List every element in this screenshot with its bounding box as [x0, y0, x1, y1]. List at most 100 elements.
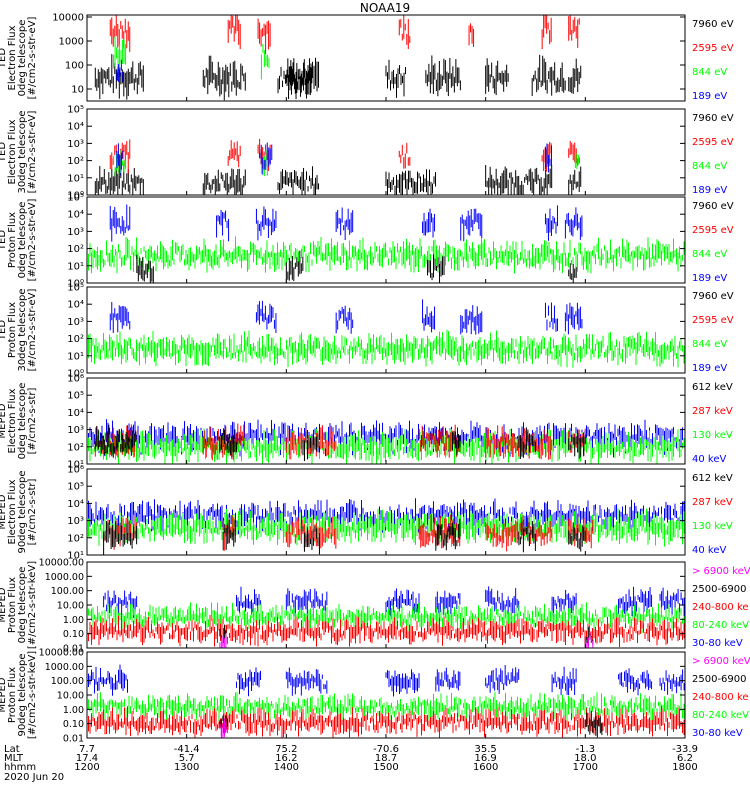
legend-entry: 7960 eV: [692, 201, 734, 212]
footer-value: 1700: [573, 762, 598, 773]
y-tick-label: 0.10: [63, 719, 84, 730]
y-axis-label-line: Proton Flux: [7, 667, 18, 723]
series-black: [94, 163, 582, 195]
legend-entry: 844 eV: [692, 339, 727, 350]
burst-black-3: [285, 58, 313, 96]
burst-blue-6: [564, 302, 583, 335]
y-tick-label: 10⁵: [67, 482, 84, 493]
y-axis-label: TEDElectron Flux0deg telescope[#/cm2-s-s…: [0, 17, 38, 100]
burst-red-3: [398, 15, 411, 50]
burst-black-0: [103, 521, 138, 555]
footer-value: -70.6: [373, 744, 399, 755]
burst-blue-4: [460, 305, 483, 335]
y-axis-label-line: TED: [0, 230, 8, 251]
y-tick-label: 1000: [59, 37, 84, 48]
burst-black-2: [302, 431, 320, 462]
burst-black-4: [518, 427, 536, 459]
y-tick-label: 10⁵: [67, 193, 84, 204]
y-tick-label: 10¹: [67, 351, 84, 362]
y-axis-label-line: Electron Flux: [7, 388, 18, 453]
series-black: [103, 517, 586, 555]
burst-green-0: [87, 602, 685, 635]
burst-blue-3: [385, 669, 420, 697]
burst-blue-6: [544, 205, 558, 241]
burst-red-4: [468, 23, 475, 48]
burst-black-0: [136, 254, 154, 283]
y-tick-label: 1000.00: [45, 572, 84, 583]
footer-value: 1500: [373, 762, 398, 773]
y-axis-label-line: Electron Flux: [7, 479, 18, 544]
panel-data: [94, 138, 582, 195]
footer-value: 35.5: [475, 744, 497, 755]
footer-value: 16.2: [275, 753, 297, 764]
series-red: [87, 706, 685, 738]
burst-red-2: [285, 516, 337, 549]
footer-value: 1200: [74, 762, 99, 773]
panel-frame: [86, 286, 686, 374]
legend-entry: 80-240 keV: [692, 710, 749, 721]
y-axis-label-line: MEPED: [0, 494, 8, 529]
legend-entry: 2595 eV: [692, 43, 734, 54]
y-tick-label: 10³: [67, 317, 84, 328]
burst-blue-2: [255, 206, 277, 241]
burst-blue-2: [335, 305, 354, 334]
footer-value: 5.7: [179, 753, 195, 764]
series-green: [87, 236, 685, 274]
legend-entry: > 6900 keV: [692, 656, 750, 667]
burst-green-0: [113, 36, 127, 73]
burst-blue-4: [422, 208, 436, 238]
series-red: [87, 615, 685, 647]
panel-ted-proton-30deg: 10⁰ 10¹ 10² 10³ 10⁴ 10⁵ TEDProton Flux30deg te…: [0, 283, 734, 380]
panel-frame: [86, 196, 686, 284]
y-tick-label: 10⁶: [67, 374, 84, 385]
legend-entry: 612 keV: [692, 473, 733, 484]
series-green: [87, 427, 685, 464]
series-green: [113, 36, 270, 80]
panel-meped-electron-0deg: 10¹ 10² 10³ 10⁴ 10⁵ 10⁶ MEPEDElectron Flux0deg…: [0, 374, 733, 471]
legend-entry: 287 keV: [692, 406, 733, 417]
burst-black-1: [222, 519, 236, 551]
y-axis-label: TEDProton Flux0deg telescope[#/cm2-s-str…: [0, 199, 38, 282]
burst-black-2: [277, 57, 320, 100]
y-axis-label: MEPEDElectron Flux90deg telescope[#/cm2-…: [0, 470, 38, 553]
panel-data: [87, 419, 685, 464]
burst-black-8: [568, 58, 582, 94]
series-green: [87, 602, 685, 635]
y-axis-label-line: MEPED: [0, 677, 8, 712]
burst-red-0: [87, 615, 685, 647]
legend-entry: 189 eV: [692, 363, 727, 374]
legend-entry: 189 eV: [692, 185, 727, 196]
legend-entry: 2500-6900: [692, 584, 747, 595]
y-tick-label: 1.00: [63, 615, 84, 626]
y-tick-label: 10000.00: [39, 648, 84, 659]
y-tick-label: 10⁴: [67, 408, 84, 419]
legend-entry: 30-80 keV: [692, 638, 743, 649]
y-tick-label: 0.10: [63, 629, 84, 640]
burst-blue-0: [109, 302, 131, 333]
burst-black-6: [485, 58, 509, 96]
burst-blue-8: [659, 669, 685, 695]
burst-blue-0: [87, 664, 128, 696]
legend-entry: 2500-6900: [692, 674, 747, 685]
y-tick-label: 10.00: [57, 601, 84, 612]
burst-black-0: [94, 424, 137, 458]
series-magenta: [219, 718, 228, 738]
y-axis-label: MEPEDProton Flux0deg telescope[#/cm2-s-s…: [0, 561, 38, 649]
burst-black-5: [425, 55, 461, 97]
burst-blue-5: [544, 302, 558, 332]
burst-green-0: [87, 329, 685, 368]
time-axis-footer: Lat 7.7 -41.4 75.2 -70.6 35.5 -1.3 -33.9 MLT 17.4…: [4, 744, 698, 783]
y-axis-label-line: 90deg telescope: [17, 470, 28, 553]
series-red: [109, 15, 580, 55]
legend-entry: 844 eV: [692, 161, 727, 172]
y-tick-label: 1000.00: [45, 662, 84, 673]
burst-black-3: [568, 263, 577, 283]
burst-blue-1: [255, 300, 277, 333]
series-blue: [116, 59, 124, 83]
y-tick-label: 10¹: [67, 551, 84, 562]
y-tick-label: 10⁴: [67, 300, 84, 311]
legend-entry: 7960 eV: [692, 113, 734, 124]
panel-data: [87, 299, 685, 368]
y-tick-label: 10000: [52, 13, 84, 24]
